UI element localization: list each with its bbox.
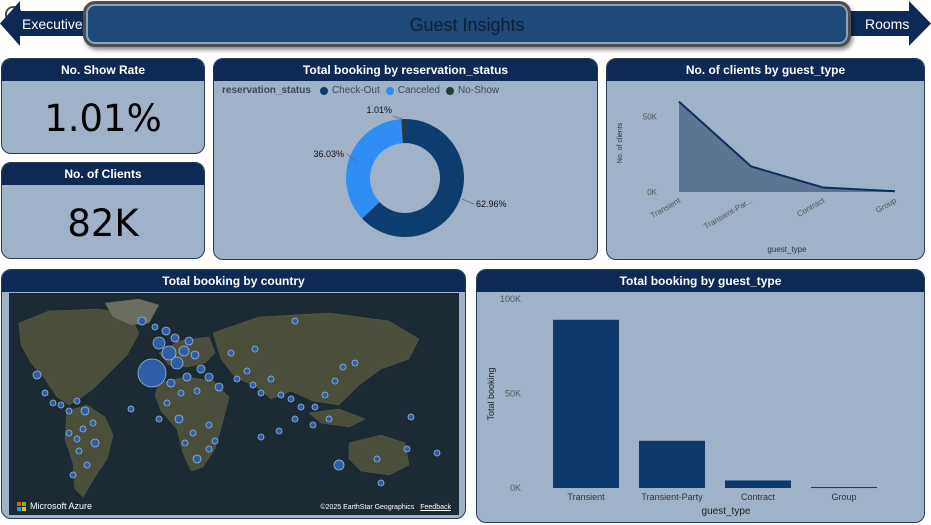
bar-ytick: 0K (510, 483, 521, 493)
legend-dot-noshow (446, 86, 454, 95)
bar-group (811, 487, 877, 489)
page-title-bar: Guest Insights (83, 1, 851, 47)
clients-value: 82K (67, 202, 139, 245)
area-ylabel: No. of clients (617, 122, 624, 163)
label-canceled-leader (346, 153, 357, 163)
legend-item-checkout[interactable]: Check-Out (331, 85, 380, 96)
slice-canceled (346, 119, 403, 219)
area-xtick: Transient (649, 196, 683, 221)
country-bubbles (32, 316, 441, 487)
world-map-graphic (9, 293, 459, 515)
booking-by-guest-type-title: Total booking by guest_type (477, 270, 924, 292)
bar-xtick: Contract (741, 492, 776, 502)
area-xtick: Contract (795, 196, 826, 219)
clients-by-guest-type-card: No. of clients by guest_type 50K 0K Transi… (606, 58, 925, 260)
clients-by-guest-type-title: No. of clients by guest_type (607, 59, 924, 81)
booking-by-country-title: Total booking by country (2, 270, 465, 292)
bar-xtick: Transient-Party (641, 492, 703, 502)
booking-by-country-card: Total booking by country (1, 269, 466, 519)
bar-ytick: 100K (500, 294, 521, 304)
label-noshow: 1.01% (366, 105, 392, 115)
reservation-status-legend: reservation_status Check-Out Canceled No… (222, 85, 499, 96)
bar-xtick: Group (831, 492, 856, 502)
area-xtick: Transient-Par... (702, 196, 754, 231)
label-canceled: 36.03% (313, 149, 344, 159)
show-rate-card: No. Show Rate 1.01% (1, 58, 205, 154)
reservation-status-title: Total booking by reservation_status (214, 59, 597, 81)
area-line (678, 100, 896, 193)
legend-dot-canceled (385, 86, 394, 95)
bar-xlabel: guest_type (702, 506, 751, 517)
bar-chart[interactable]: 100K 50K 0K Transient Transient-Party Contrac… (477, 270, 924, 522)
slice-checkout (362, 119, 464, 237)
legend-item-canceled[interactable]: Canceled (397, 85, 440, 96)
bar-ytick: 50K (505, 389, 521, 399)
nav-executive-label[interactable]: Executive (22, 16, 83, 32)
label-noshow-leader (392, 115, 403, 120)
show-rate-value: 1.01% (44, 97, 162, 140)
microsoft-logo-icon (17, 501, 26, 511)
booking-by-guest-type-card: Total booking by guest_type 100K 50K 0K Tra… (476, 269, 925, 523)
reservation-status-card: Total booking by reservation_status rese… (213, 58, 598, 260)
donut-chart[interactable]: 62.96% 36.03% 1.01% (214, 59, 597, 259)
map-credit: ©2025 EarthStar Geographics Feedback (320, 504, 451, 511)
map-brand: Microsoft Azure (17, 501, 92, 511)
label-checkout-leader (461, 198, 475, 205)
map-credit-text: ©2025 EarthStar Geographics (320, 504, 415, 511)
bar-ylabel: Total booking (486, 367, 496, 420)
clients-title: No. of Clients (2, 163, 204, 185)
legend-title: reservation_status (222, 85, 311, 96)
legend-item-noshow[interactable]: No-Show (458, 85, 500, 96)
map-brand-label: Microsoft Azure (30, 501, 93, 511)
nav-rooms-label[interactable]: Rooms (865, 16, 910, 32)
area-xlabel: guest_type (767, 245, 807, 254)
area-fill (679, 101, 895, 192)
executive-nav-arrow[interactable] (0, 1, 86, 46)
map-feedback-link[interactable]: Feedback (420, 504, 451, 511)
world-map[interactable]: Microsoft Azure ©2025 EarthStar Geograph… (9, 293, 459, 515)
area-xtick: Group (874, 196, 898, 215)
show-rate-title: No. Show Rate (2, 59, 204, 81)
bar-transient-party (639, 440, 705, 488)
rooms-nav-arrow[interactable] (847, 1, 931, 46)
slice-noshow (401, 119, 405, 144)
page-title: Guest Insights (409, 14, 525, 35)
clients-card: No. of Clients 82K (1, 162, 205, 259)
label-checkout: 62.96% (476, 199, 507, 209)
legend-dot-checkout (319, 86, 328, 95)
area-ytick: 50K (643, 113, 658, 122)
bar-transient (553, 319, 619, 488)
bar-contract (725, 480, 791, 488)
area-ytick: 0K (647, 188, 657, 197)
bar-xtick: Transient (567, 492, 605, 502)
